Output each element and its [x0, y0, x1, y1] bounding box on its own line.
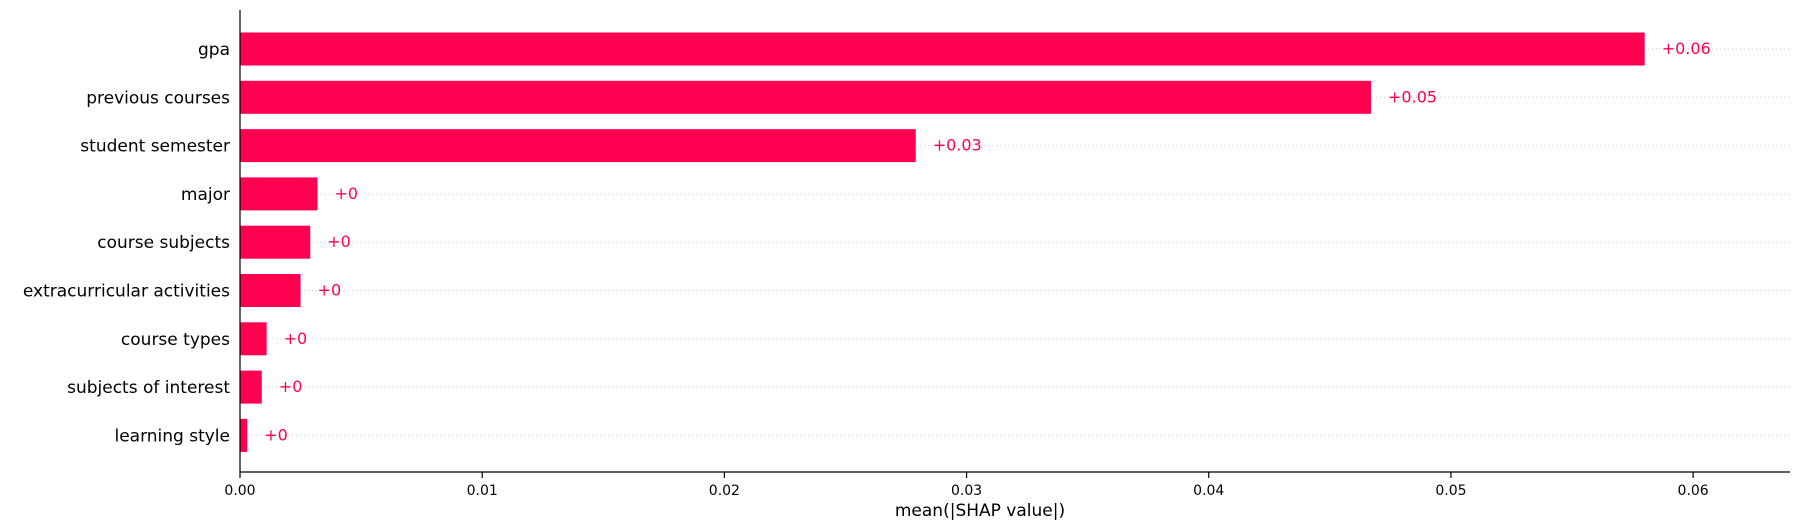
category-labels: gpa previous courses student semester major…: [23, 40, 230, 446]
bars: [240, 32, 1645, 452]
value-label: +0: [335, 184, 359, 203]
value-labels: +0.06 +0.05 +0.03 +0 +0 +0 +0 +0 +0: [264, 39, 1710, 444]
category-label: gpa: [198, 40, 230, 60]
category-label: course types: [121, 330, 230, 350]
category-label: subjects of interest: [67, 378, 230, 398]
value-label: +0.05: [1388, 87, 1437, 106]
x-tick-label: 0.00: [224, 483, 255, 499]
value-label: +0: [318, 281, 342, 300]
value-label: +0.06: [1662, 39, 1711, 58]
bar-course-types: [240, 322, 267, 356]
value-label: +0.03: [933, 136, 982, 155]
bar-previous-courses: [240, 80, 1372, 114]
bar-subjects-of-interest: [240, 370, 262, 404]
category-label: previous courses: [86, 88, 230, 108]
bar-learning-style: [240, 418, 248, 452]
x-tick-label: 0.05: [1435, 483, 1466, 499]
category-label: major: [181, 185, 230, 205]
x-tick-label: 0.06: [1678, 483, 1709, 499]
category-label: extracurricular activities: [23, 282, 230, 302]
bar-major: [240, 177, 318, 211]
value-label: +0: [284, 329, 308, 348]
value-label: +0: [327, 232, 351, 251]
category-label: course subjects: [97, 233, 230, 253]
value-label: +0: [264, 425, 288, 444]
category-label: student semester: [80, 137, 230, 157]
x-tick-label: 0.02: [709, 483, 740, 499]
bar-course-subjects: [240, 225, 311, 259]
category-label: learning style: [114, 426, 230, 446]
value-label: +0: [279, 377, 303, 396]
bar-student-semester: [240, 129, 916, 163]
x-tick-label: 0.04: [1193, 483, 1224, 499]
bar-extracurricular-activities: [240, 274, 301, 307]
x-tick-label: 0.03: [951, 483, 982, 499]
x-axis-title: mean(|SHAP value|): [895, 501, 1065, 521]
axes: 0.00 0.01 0.02 0.03 0.04 0.05 0.06: [224, 10, 1790, 499]
bar-gpa: [240, 32, 1645, 66]
x-tick-label: 0.01: [467, 483, 498, 499]
